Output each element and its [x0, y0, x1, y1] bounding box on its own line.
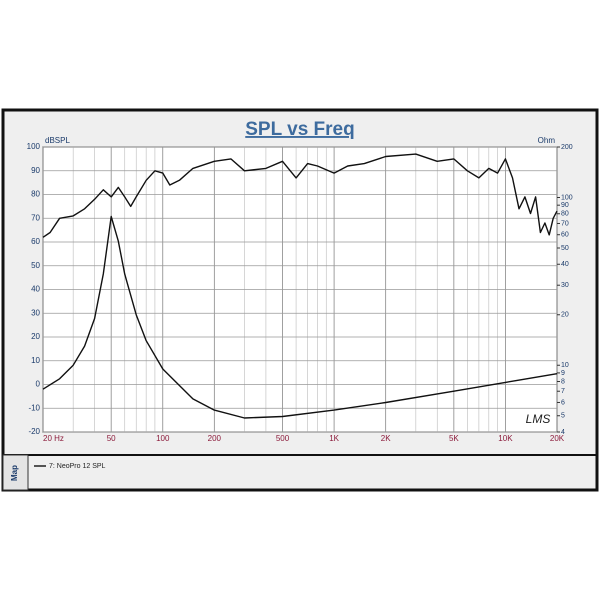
- y-tick-label: 10: [31, 356, 40, 365]
- y2-tick-label: 7: [561, 388, 565, 395]
- y2-tick-label: 200: [561, 144, 573, 151]
- y2-tick-label: 80: [561, 211, 569, 218]
- y2-tick-label: 50: [561, 245, 569, 252]
- chart-title: SPL vs Freq: [245, 119, 354, 140]
- y2-tick-label: 60: [561, 232, 569, 239]
- y2-tick-label: 9: [561, 370, 565, 377]
- legend-label: 7: NeoPro 12 SPL: [49, 463, 106, 470]
- y-tick-label: -20: [28, 427, 40, 436]
- y2-tick-label: 90: [561, 202, 569, 209]
- x-tick-label: 5K: [449, 434, 459, 443]
- y2-tick-label: 6: [561, 399, 565, 406]
- x-tick-label: 100: [156, 434, 170, 443]
- y-tick-label: 60: [31, 237, 40, 246]
- y2-tick-label: 5: [561, 413, 565, 420]
- y-tick-label: 50: [31, 261, 40, 270]
- y-axis-label: dBSPL: [45, 136, 70, 145]
- y2-tick-label: 40: [561, 261, 569, 268]
- annotation: LMS: [526, 412, 551, 426]
- x-tick-label: 500: [276, 434, 290, 443]
- x-tick-label: 2K: [381, 434, 391, 443]
- x-tick-label: 20K: [550, 434, 565, 443]
- y2-tick-label: 20: [561, 312, 569, 319]
- y2-axis-label: Ohm: [538, 136, 556, 145]
- y2-tick-label: 8: [561, 378, 565, 385]
- series-line: [42, 153, 558, 238]
- y2-tick-label: 70: [561, 220, 569, 227]
- legend-tab-label: Map: [10, 465, 19, 481]
- y-tick-label: 30: [31, 308, 40, 317]
- x-tick-label: 20 Hz: [43, 434, 64, 443]
- y2-tick-label: 10: [561, 362, 569, 369]
- x-tick-label: 50: [107, 434, 116, 443]
- y-tick-label: 40: [31, 285, 40, 294]
- y2-tick-label: 4: [561, 429, 565, 436]
- y-tick-label: 0: [36, 380, 41, 389]
- y-tick-label: 100: [27, 142, 41, 151]
- y-tick-label: 80: [31, 190, 40, 199]
- y-tick-label: 20: [31, 332, 40, 341]
- legend-tab: [2, 454, 29, 491]
- series-line: [42, 215, 558, 419]
- y-tick-label: 90: [31, 166, 40, 175]
- y2-tick-label: 100: [561, 194, 573, 201]
- x-tick-label: 10K: [498, 434, 513, 443]
- x-tick-label: 1K: [329, 434, 339, 443]
- y-tick-label: -10: [28, 403, 40, 412]
- y2-tick-label: 30: [561, 282, 569, 289]
- x-tick-label: 200: [208, 434, 222, 443]
- y-tick-label: 70: [31, 213, 40, 222]
